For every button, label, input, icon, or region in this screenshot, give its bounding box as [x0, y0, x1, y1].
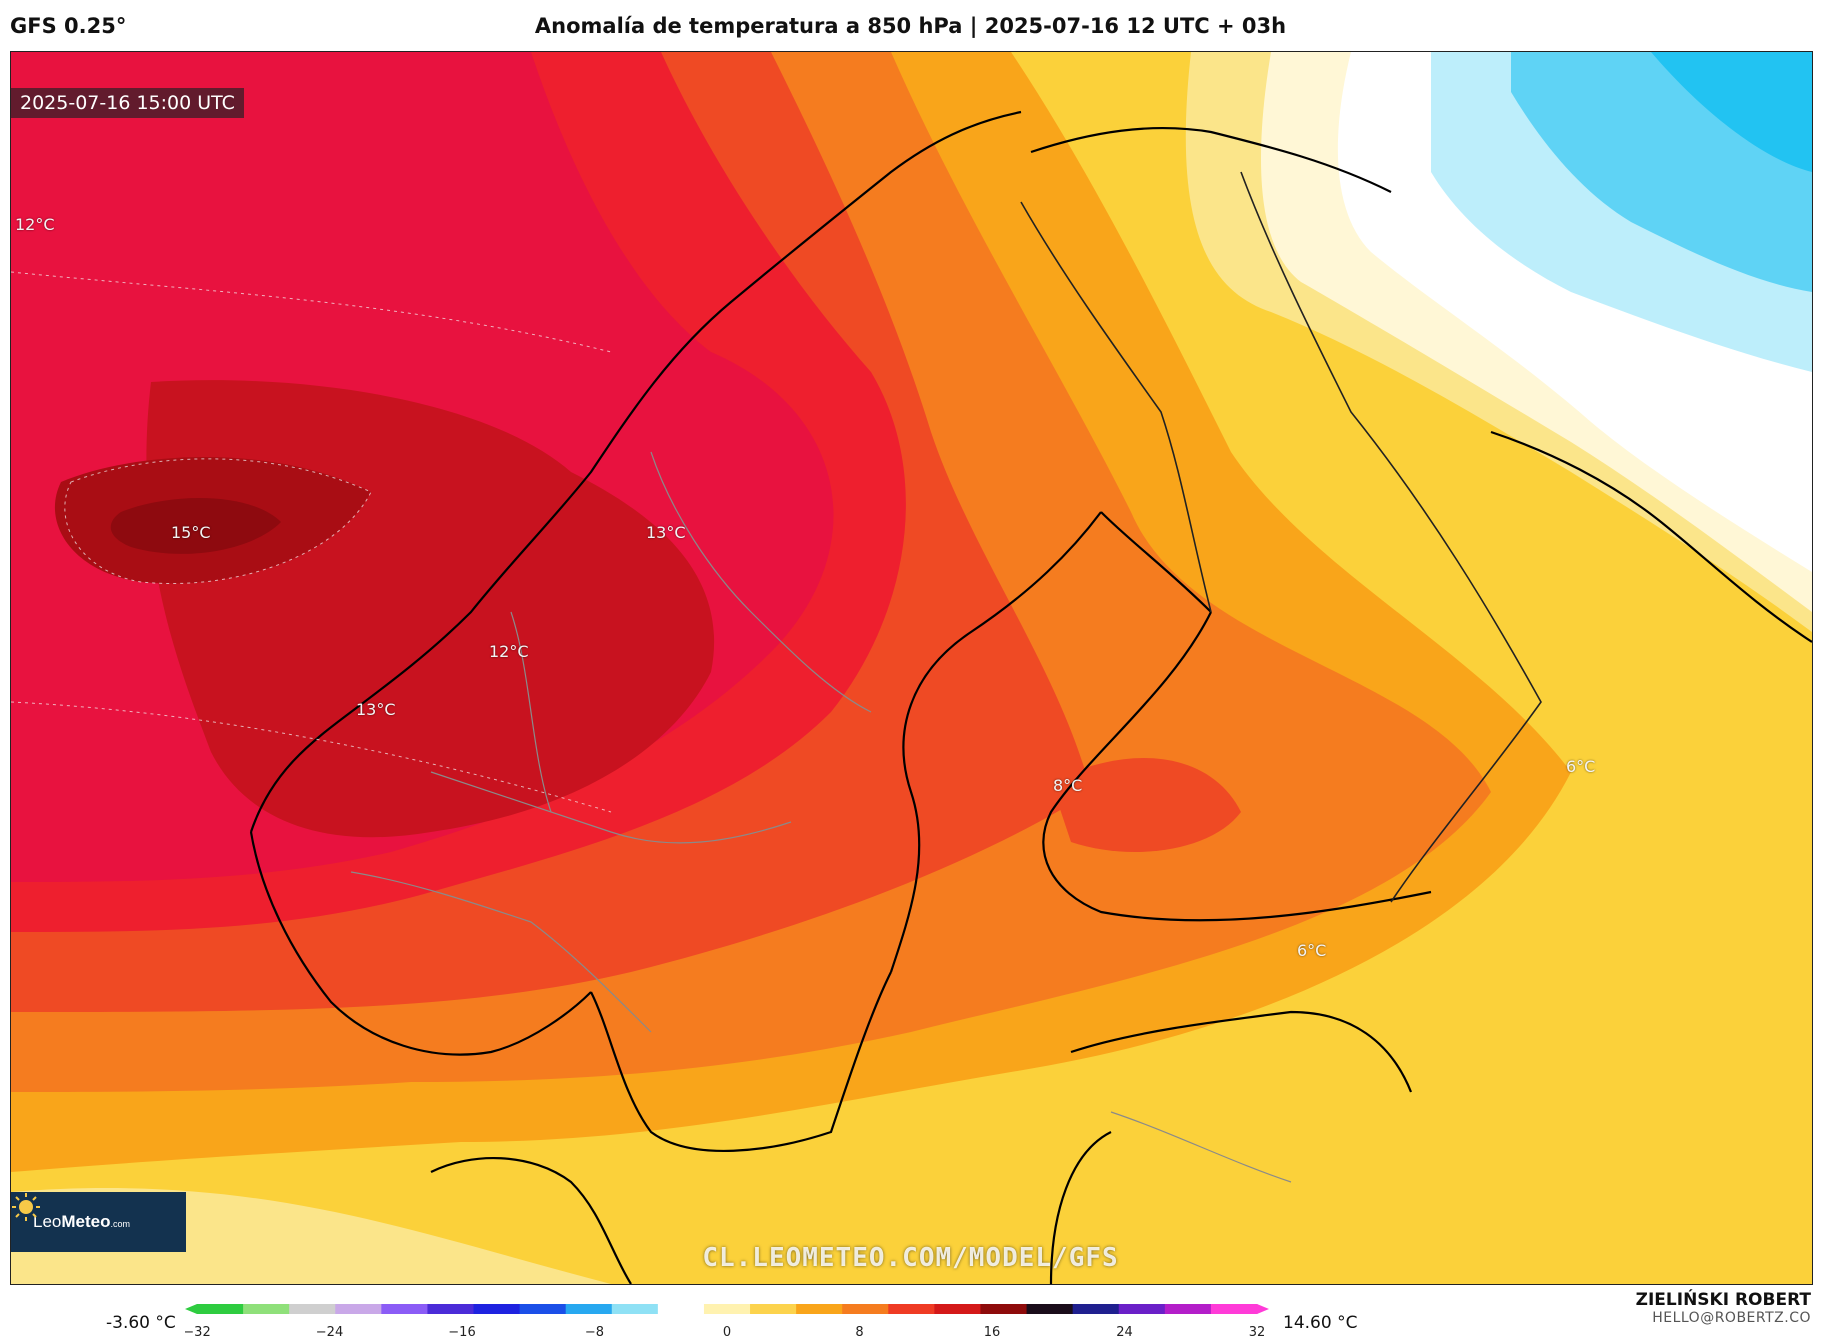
- colorbar-min-label: -3.60 °C: [106, 1313, 176, 1333]
- colorbar-tick-label: 0: [723, 1325, 731, 1340]
- colorbar-svg: −32 −24 −16 −8 0 8 16 24 32: [183, 1304, 1269, 1340]
- watermark: CL.LEOMETEO.COM/MODEL/GFS: [702, 1243, 1119, 1273]
- colorbar-segment: [796, 1304, 843, 1314]
- colorbar-segment: [519, 1304, 567, 1314]
- colorbar-tick-label: 16: [984, 1325, 1001, 1340]
- logo-text: LeoMeteo.com: [33, 1212, 131, 1231]
- colorbar-max-arrow: [1257, 1304, 1269, 1314]
- map-title: Anomalía de temperatura a 850 hPa | 2025…: [534, 14, 1287, 38]
- temp-label: 12°C: [15, 215, 55, 234]
- colorbar-segment: [289, 1304, 336, 1314]
- colorbar-segment: [427, 1304, 475, 1314]
- colorbar-segment: [980, 1304, 1028, 1314]
- temp-label: 13°C: [356, 700, 396, 719]
- author-email: HELLO@ROBERTZ.CO: [1652, 1310, 1811, 1326]
- leometeo-logo: LeoMeteo.com: [11, 1192, 186, 1252]
- colorbar-segment: [888, 1304, 935, 1314]
- colorbar-segment: [1072, 1304, 1120, 1314]
- colorbar-segment: [335, 1304, 382, 1314]
- temp-label: 6°C: [1566, 757, 1596, 776]
- colorbar: −32 −24 −16 −8 0 8 16 24 32: [183, 1300, 1269, 1340]
- temp-label: 8°C: [1053, 776, 1083, 795]
- colorbar-segment: [565, 1304, 613, 1314]
- colorbar-segment: [473, 1304, 521, 1314]
- colorbar-segment: [1164, 1304, 1212, 1314]
- temp-label: 15°C: [171, 523, 211, 542]
- colorbar-segment: [657, 1304, 705, 1314]
- temp-label: 12°C: [489, 642, 529, 661]
- colorbar-segment: [842, 1304, 889, 1314]
- colorbar-tick-label: −8: [585, 1325, 604, 1340]
- colorbar-tick-label: −16: [448, 1325, 475, 1340]
- colorbar-segment: [243, 1304, 290, 1314]
- model-name: GFS 0.25°: [10, 14, 127, 38]
- colorbar-tick-label: 24: [1116, 1325, 1133, 1340]
- colorbar-tick-label: −24: [316, 1325, 343, 1340]
- valid-time-badge: 2025-07-16 15:00 UTC: [11, 88, 244, 118]
- author-block: ZIELIŃSKI ROBERT HELLO@ROBERTZ.CO: [1636, 1290, 1811, 1326]
- colorbar-segment: [934, 1304, 981, 1314]
- colorbar-segment: [750, 1304, 797, 1314]
- colorbar-segment: [381, 1304, 428, 1314]
- temp-label: 13°C: [646, 523, 686, 542]
- colorbar-max-label: 14.60 °C: [1283, 1313, 1358, 1333]
- colorbar-segment: [611, 1304, 659, 1314]
- sun-icon: [12, 1193, 40, 1221]
- map-panel: 2025-07-16 15:00 UTC 12°C 15°C 13°C 12°C…: [10, 51, 1813, 1285]
- colorbar-segment: [1210, 1304, 1258, 1314]
- colorbar-segment: [1026, 1304, 1074, 1314]
- colorbar-tick-label: 32: [1249, 1325, 1266, 1340]
- colorbar-segment: [703, 1304, 751, 1314]
- temperature-anomaly-map: [11, 52, 1812, 1284]
- colorbar-tick-label: −32: [185, 1325, 211, 1340]
- temp-label: 6°C: [1297, 941, 1327, 960]
- colorbar-segment: [197, 1304, 244, 1314]
- colorbar-tick-label: 8: [855, 1325, 863, 1340]
- colorbar-segment: [1118, 1304, 1166, 1314]
- author-name: ZIELIŃSKI ROBERT: [1635, 1290, 1811, 1310]
- colorbar-min-arrow: [185, 1304, 197, 1314]
